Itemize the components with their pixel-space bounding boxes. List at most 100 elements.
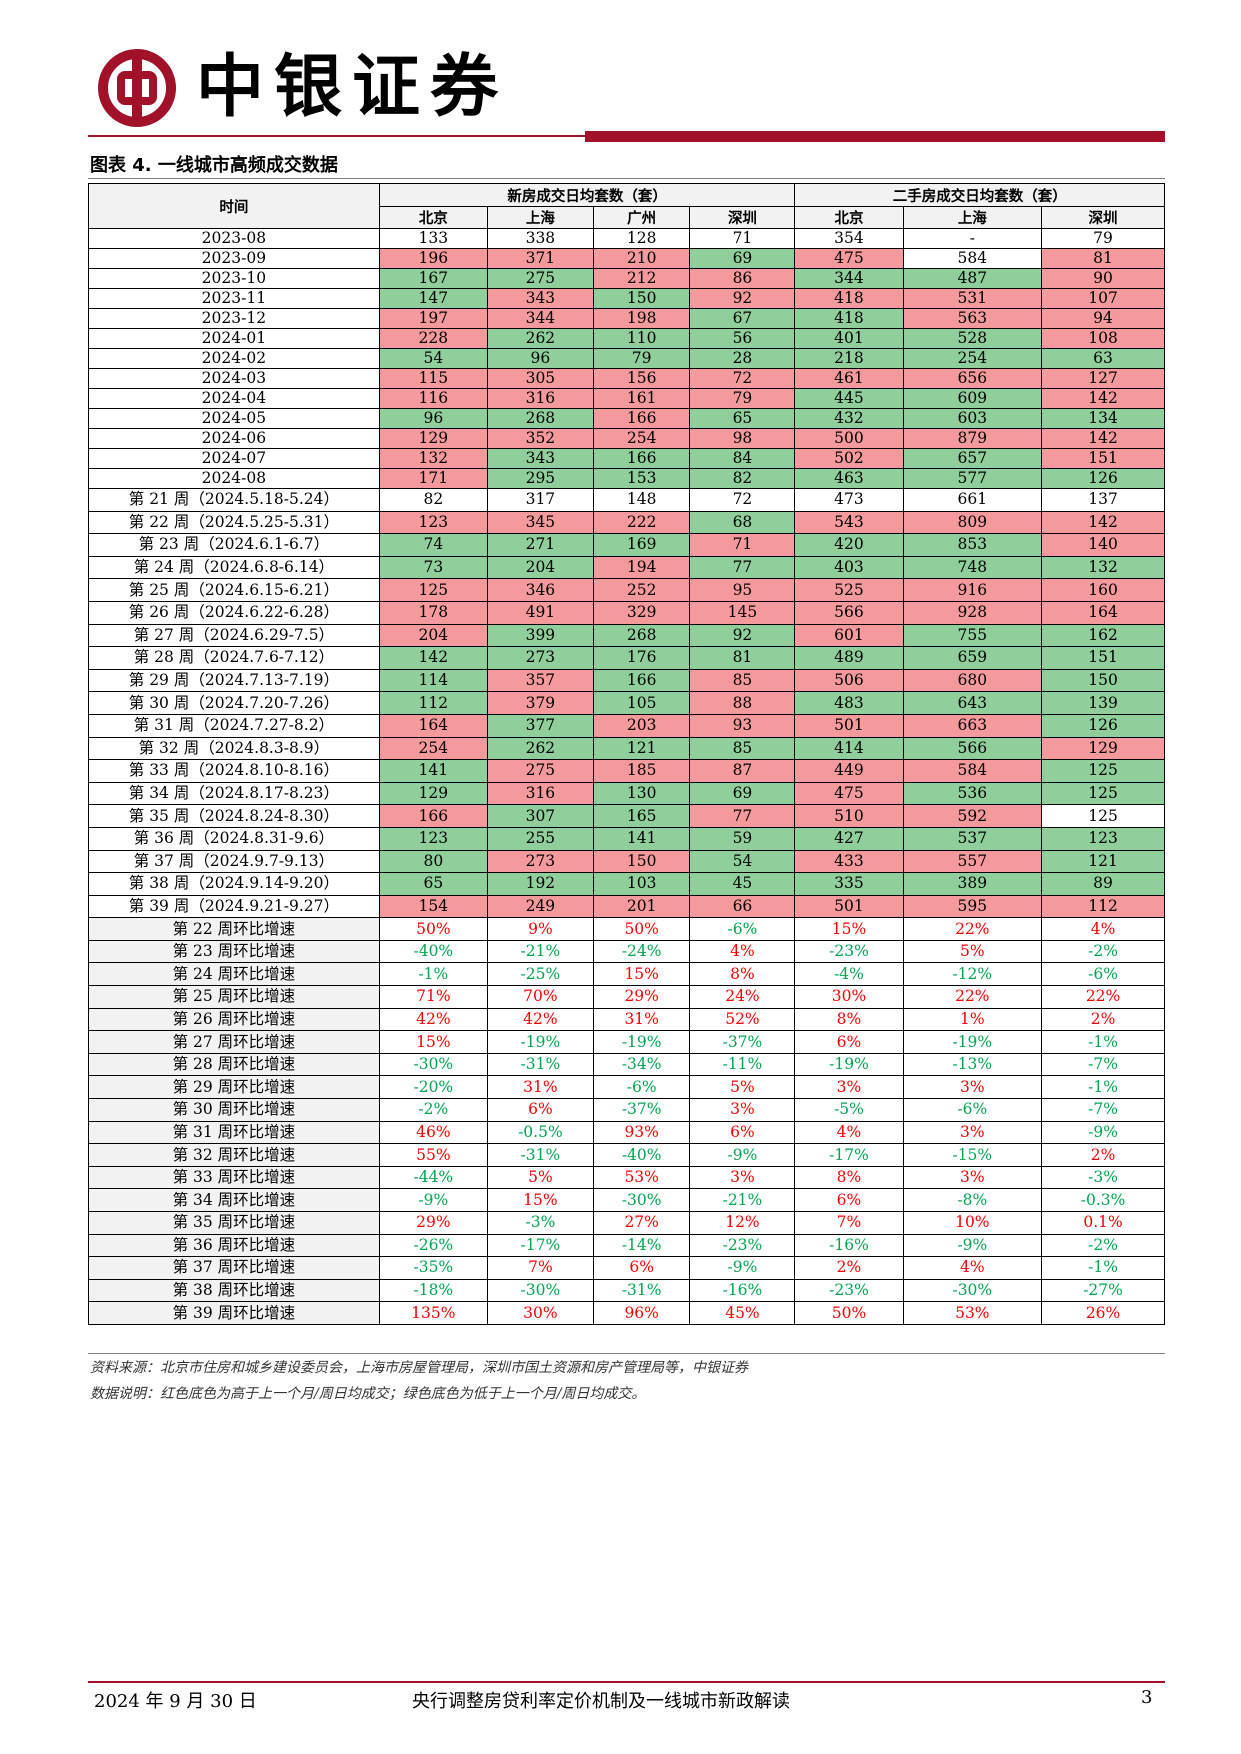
table-cell: 53%: [902, 1301, 1043, 1325]
table-cell: 201: [592, 894, 691, 919]
table-cell: 28: [689, 348, 796, 369]
table-cell: 379: [486, 691, 594, 715]
table-cell: -9%: [902, 1233, 1043, 1258]
table-cell: -30%: [902, 1278, 1043, 1303]
table-cell: 140: [1041, 533, 1165, 557]
table-cell: 128: [592, 228, 691, 249]
table-cell: -5%: [794, 1098, 904, 1122]
table-cell: 228: [378, 328, 488, 349]
table-cell: 8%: [689, 962, 796, 987]
table-cell: 268: [592, 623, 691, 648]
table-cell: 506: [794, 668, 904, 693]
table-cell: 161: [592, 388, 691, 409]
table-cell: 6%: [592, 1256, 691, 1280]
table-cell: 403: [794, 555, 904, 580]
table-cell: 67: [689, 308, 796, 329]
table-row: 2024-06 129 352 254 98 500 879 142: [88, 428, 1165, 449]
table-cell: 72: [689, 368, 796, 389]
table-row: 2023-09 196 371 210 69 475 584 81: [88, 248, 1165, 269]
table-cell: 98: [689, 428, 796, 449]
row-label: 第 35 周环比增速: [88, 1211, 380, 1235]
data-table: 时间 新房成交日均套数（套） 二手房成交日均套数（套） 北京 上海 广州 深圳 …: [88, 183, 1165, 1325]
table-cell: 307: [486, 804, 594, 828]
table-cell: 81: [689, 646, 796, 670]
table-cell: -21%: [486, 939, 594, 964]
footer-date: 2024 年 9 月 30 日: [94, 1691, 257, 1712]
row-label: 第 34 周环比增速: [88, 1188, 380, 1212]
table-cell: -19%: [794, 1052, 904, 1077]
table-cell: 129: [1041, 736, 1165, 761]
table-cell: 142: [1041, 510, 1165, 535]
row-label: 第 25 周环比增速: [88, 985, 380, 1009]
table-cell: -18%: [378, 1278, 488, 1303]
table-cell: 414: [794, 736, 904, 761]
table-cell: 463: [794, 468, 904, 489]
table-cell: 203: [592, 713, 691, 738]
row-label: 第 32 周（2024.8.3-8.9）: [88, 736, 380, 761]
table-row: 第 36 周环比增速 -26% -17% -14% -23% -16% -9% -2%: [88, 1233, 1165, 1258]
row-label: 2023-08: [88, 228, 380, 249]
table-cell: 557: [902, 849, 1043, 874]
table-cell: 5%: [902, 939, 1043, 964]
table-cell: 487: [902, 268, 1043, 289]
table-row: 第 25 周环比增速 71% 70% 29% 24% 30% 22% 22%: [88, 985, 1165, 1009]
row-label: 第 22 周（2024.5.25-5.31）: [88, 510, 380, 535]
table-cell: 566: [902, 736, 1043, 761]
table-cell: 50%: [378, 917, 488, 941]
table-cell: 164: [1041, 600, 1165, 625]
table-cell: -27%: [1041, 1278, 1165, 1303]
table-cell: 537: [902, 826, 1043, 851]
table-cell: 3%: [689, 1098, 796, 1122]
table-cell: 255: [486, 826, 594, 851]
table-cell: 135%: [378, 1301, 488, 1325]
table-cell: 853: [902, 533, 1043, 557]
table-cell: 68: [689, 510, 796, 535]
row-label: 2024-08: [88, 468, 380, 489]
table-cell: 525: [794, 578, 904, 602]
table-row: 2024-04 116 316 161 79 445 609 142: [88, 388, 1165, 409]
table-cell: 489: [794, 646, 904, 670]
table-row: 第 34 周环比增速 -9% 15% -30% -21% 6% -8% -0.3%: [88, 1188, 1165, 1212]
table-row: 第 28 周环比增速 -30% -31% -34% -11% -19% -13% -7%: [88, 1052, 1165, 1077]
row-label: 第 28 周（2024.7.6-7.12）: [88, 646, 380, 670]
table-cell: -4%: [794, 962, 904, 987]
row-label: 2024-03: [88, 368, 380, 389]
table-row: 第 22 周环比增速 50% 9% 50% -6% 15% 22% 4%: [88, 917, 1165, 941]
table-cell: 6%: [486, 1098, 594, 1122]
city-header: 北京: [794, 206, 904, 229]
row-label: 第 31 周（2024.7.27-8.2）: [88, 713, 380, 738]
table-row: 2024-01 228 262 110 56 401 528 108: [88, 328, 1165, 349]
table-row: 第 24 周环比增速 -1% -25% 15% 8% -4% -12% -6%: [88, 962, 1165, 987]
table-cell: 305: [486, 368, 594, 389]
table-cell: -1%: [1041, 1030, 1165, 1054]
table-cell: -3%: [486, 1211, 594, 1235]
table-cell: 222: [592, 510, 691, 535]
table-cell: -31%: [486, 1052, 594, 1077]
table-cell: 171: [378, 468, 488, 489]
table-cell: 77: [689, 804, 796, 828]
table-cell: 70%: [486, 985, 594, 1009]
table-cell: 15%: [378, 1030, 488, 1054]
table-cell: -0.3%: [1041, 1188, 1165, 1212]
table-cell: 5%: [486, 1165, 594, 1190]
table-cell: 432: [794, 408, 904, 429]
table-cell: 79: [689, 388, 796, 409]
table-cell: 531: [902, 288, 1043, 309]
table-cell: 371: [486, 248, 594, 269]
table-cell: 510: [794, 804, 904, 828]
new-home-group-header: 新房成交日均套数（套）: [378, 183, 796, 207]
table-cell: 218: [794, 348, 904, 369]
table-cell: -19%: [486, 1030, 594, 1054]
table-cell: 42%: [378, 1007, 488, 1032]
second-hand-group-header: 二手房成交日均套数（套）: [794, 183, 1165, 207]
table-cell: 142: [1041, 428, 1165, 449]
table-cell: 377: [486, 713, 594, 738]
table-cell: 85: [689, 668, 796, 693]
table-cell: -17%: [794, 1143, 904, 1167]
table-cell: 595: [902, 894, 1043, 919]
table-cell: -7%: [1041, 1052, 1165, 1077]
table-cell: 4%: [689, 939, 796, 964]
row-label: 第 39 周（2024.9.21-9.27）: [88, 894, 380, 919]
table-cell: 142: [1041, 388, 1165, 409]
table-cell: 262: [486, 328, 594, 349]
